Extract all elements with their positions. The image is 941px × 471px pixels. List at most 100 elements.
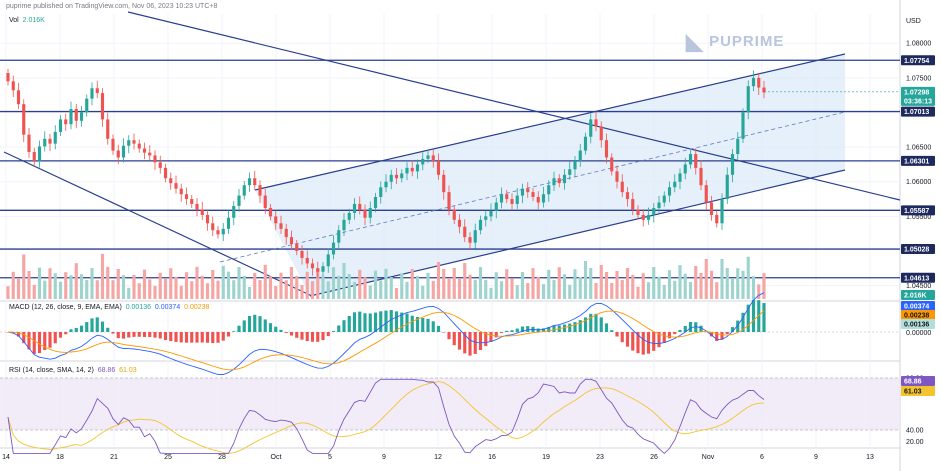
rsi-legend: RSI (14, close, SMA, 14, 2) 68.86 61.03 — [9, 367, 137, 374]
rsi-ma-value: 61.03 — [119, 367, 137, 374]
candle-body — [379, 187, 383, 197]
macd-histogram-bar — [473, 332, 477, 354]
time-axis[interactable]: 14 18 21 25 28 Oct 5 9 12 16 19 23 26 Nov 6 9 13 — [2, 454, 874, 461]
candle-body — [578, 150, 582, 161]
rsi-tag-bg — [901, 376, 935, 386]
volume-bar — [652, 267, 656, 299]
volume-bar — [757, 284, 761, 299]
macd-histogram-bar — [384, 310, 388, 332]
volume-bar — [604, 272, 609, 299]
volume-bar — [153, 286, 157, 299]
macd-line-tag: 0.00374 — [904, 304, 929, 311]
time-tick-label: 14 — [2, 454, 10, 461]
candle-body — [69, 109, 73, 125]
volume-bar — [599, 265, 603, 299]
macd-histogram-bar — [69, 329, 73, 332]
volume-bar — [463, 263, 467, 299]
price-tick-label: 1.05500 — [906, 214, 931, 221]
price-tick-label: 1.08000 — [906, 41, 931, 48]
candle-body — [121, 145, 126, 158]
volume-bar — [657, 276, 661, 299]
macd-histogram-bar — [337, 325, 341, 332]
candle-body — [431, 155, 435, 161]
macd-histogram-bar — [221, 332, 225, 341]
price-tags: 1.07754 1.07013 1.06301 1.05587 1.05028 1.046… — [764, 55, 935, 396]
volume-bar — [447, 278, 451, 299]
candle-body — [331, 242, 336, 255]
candle-body — [762, 87, 766, 93]
candle-body — [730, 154, 735, 175]
macd-histogram-bar — [53, 332, 57, 344]
candle-body — [263, 195, 267, 209]
candle-body — [457, 219, 462, 227]
candle-body — [85, 98, 89, 113]
volume-bar — [90, 268, 94, 299]
volume-bar — [536, 276, 540, 299]
volume-bar — [37, 267, 42, 299]
candle-body — [646, 214, 651, 220]
rsi-panel — [0, 377, 900, 455]
macd-histogram-bar — [148, 332, 152, 338]
macd-histogram-bar — [573, 322, 577, 332]
macd-histogram-bar — [652, 332, 656, 351]
volume-bar — [221, 265, 225, 299]
candle-body — [279, 223, 283, 229]
rsi-ma-tag: 61.03 — [904, 389, 922, 396]
rsi-label: RSI (14, close, SMA, 14, 2) — [9, 367, 94, 374]
volume-legend-label: Vol — [9, 17, 19, 24]
rsi-ma-tag-bg — [901, 386, 935, 396]
macd-panel — [0, 292, 900, 375]
price-tick-label: 1.06000 — [906, 179, 931, 186]
candle-body — [79, 112, 84, 121]
candle-body — [625, 192, 630, 200]
candle-body — [489, 210, 493, 217]
candle-body — [127, 140, 131, 146]
volume-bar — [389, 277, 393, 299]
volume-bar — [736, 268, 740, 299]
volume-bar — [379, 280, 383, 299]
volume-bar — [200, 275, 204, 299]
macd-histogram-bar — [352, 312, 357, 332]
candle-body — [400, 173, 404, 179]
volume-bar — [762, 273, 766, 299]
volume-bar — [211, 270, 215, 299]
candle-body — [468, 237, 472, 243]
macd-histogram-bar — [64, 332, 68, 335]
volume-bar — [625, 268, 630, 299]
volume-bar — [85, 280, 89, 299]
candle-body — [557, 178, 561, 184]
candle-body — [436, 160, 441, 175]
macd-histogram-bar — [589, 313, 593, 332]
macd-histogram-bar — [431, 321, 435, 332]
time-tick-label: 13 — [866, 454, 874, 461]
candle-body — [715, 214, 719, 224]
volume-bar — [415, 276, 420, 299]
candle-body — [704, 185, 708, 203]
level-price-tag-bg — [901, 272, 935, 283]
candle-body — [741, 112, 745, 139]
volume-bar — [531, 268, 535, 299]
candle-body — [95, 88, 99, 94]
macd-histogram-bar — [358, 311, 362, 332]
volume-bar — [195, 266, 199, 299]
macd-histogram-bar — [520, 326, 525, 332]
time-tick-label: 5 — [328, 454, 332, 461]
candle-body — [709, 202, 714, 215]
publisher-line: puprime published on TradingView.com, No… — [6, 3, 218, 10]
candle-body — [615, 171, 619, 182]
volume-bar — [373, 270, 378, 299]
volume-tag: 2.016K — [904, 293, 927, 300]
candle-body — [90, 88, 94, 99]
macd-histogram-bar — [720, 332, 724, 340]
candle-body — [363, 209, 367, 218]
volume-bar — [646, 282, 651, 299]
time-tick-label: 16 — [488, 454, 496, 461]
volume-bar — [589, 268, 593, 299]
last-price-tag-bg — [901, 86, 935, 97]
channel-lower-line — [309, 169, 846, 297]
macd-histogram-bar — [636, 332, 640, 354]
macd-histogram-bar — [253, 314, 257, 332]
macd-signal-tag: 0.00238 — [904, 313, 929, 320]
macd-histogram-bar — [153, 332, 157, 338]
